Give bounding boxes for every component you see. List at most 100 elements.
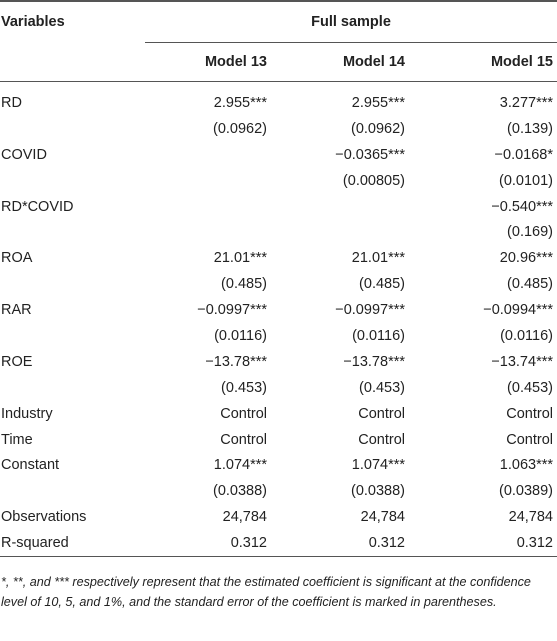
variable-label: Observations	[1, 509, 87, 526]
variable-label: ROE	[1, 353, 33, 370]
model-15-header: Model 15	[409, 42, 557, 82]
table-footnote: *, **, and *** respectively represent th…	[1, 575, 531, 609]
variable-label	[0, 116, 145, 142]
full-sample-header: Full sample	[145, 0, 557, 43]
model-13-value: −0.0997***	[197, 302, 267, 319]
variable-label: RD	[1, 94, 22, 111]
variable-label: RD*COVID	[1, 198, 74, 215]
model-13-value: −13.78***	[205, 353, 267, 370]
model-14-value: (0.00805)	[342, 172, 405, 189]
model-13-value: Control	[220, 405, 267, 422]
model-14-header: Model 14	[271, 42, 409, 82]
model-13-value: Control	[220, 431, 267, 448]
model-13-value: 21.01***	[213, 250, 267, 267]
table-row: R-squared 0.312 0.312 0.312	[0, 530, 557, 558]
model-14-value: (0.0962)	[350, 120, 405, 137]
table-body: RD 2.955*** 2.955*** 3.277*** (0.0962) (0.096…	[0, 82, 557, 558]
model-14-value: (0.0116)	[352, 327, 405, 344]
table-row: ROA 21.01*** 21.01*** 20.96***	[0, 245, 557, 271]
model-13-value: (0.0388)	[212, 483, 267, 500]
model-15-value: 0.312	[409, 530, 557, 558]
model-14-value	[271, 194, 409, 220]
table-row: Industry Control Control Control	[0, 401, 557, 427]
model-15-value: (0.0101)	[498, 172, 553, 189]
model-14-value: 0.312	[271, 530, 409, 558]
variable-label: Industry	[1, 405, 53, 422]
model-13-value: (0.485)	[221, 276, 267, 293]
model-14-value: −13.78***	[343, 353, 405, 370]
model-14-value: −0.0997***	[335, 302, 405, 319]
model-13-value: 0.312	[145, 530, 271, 558]
model-15-value: (0.0116)	[500, 327, 553, 344]
model-13-value: 2.955***	[213, 94, 267, 111]
model-15-value: 20.96***	[499, 250, 553, 267]
table-row: (0.453) (0.453) (0.453)	[0, 375, 557, 401]
variable-label: Constant	[1, 457, 60, 474]
model-15-value: −13.74***	[491, 353, 553, 370]
model-14-value: 21.01***	[351, 250, 405, 267]
model-15-value: (0.169)	[507, 224, 553, 241]
model-15-value: −0.540***	[491, 198, 553, 215]
model-15-value: (0.139)	[507, 120, 553, 137]
table-row: (0.00805) (0.0101)	[0, 168, 557, 194]
model-15-value: −0.0994***	[483, 302, 553, 319]
model-14-value: Control	[358, 431, 405, 448]
variable-label: Time	[1, 431, 33, 448]
variable-label	[0, 375, 145, 401]
table-row: (0.169)	[0, 219, 557, 245]
model-13-value	[145, 142, 271, 168]
header-row-group: Variables Full sample	[0, 0, 557, 43]
regression-table: Variables Full sample Model 13 Model 14 …	[0, 0, 557, 558]
header-row-models: Model 13 Model 14 Model 15	[0, 42, 557, 82]
model-15-value: (0.485)	[507, 276, 553, 293]
model-15-value: 24,784	[508, 509, 553, 526]
model-14-value: −0.0365***	[335, 146, 405, 163]
table-row: RD 2.955*** 2.955*** 3.277***	[0, 82, 557, 116]
model-13-value: 24,784	[222, 509, 267, 526]
model-14-value: 1.074***	[351, 457, 405, 474]
model-13-value	[145, 194, 271, 220]
model-13-value	[145, 168, 271, 194]
model-14-value: 24,784	[360, 509, 405, 526]
variable-label	[0, 478, 145, 504]
variable-label	[0, 219, 145, 245]
model-14-value: 2.955***	[351, 94, 405, 111]
table-row: (0.0962) (0.0962) (0.139)	[0, 116, 557, 142]
model-13-header: Model 13	[145, 42, 271, 82]
model-14-value	[271, 219, 409, 245]
variable-label	[0, 271, 145, 297]
model-15-value: Control	[506, 405, 553, 422]
model-14-value: (0.0388)	[350, 483, 405, 500]
model-15-value: (0.0389)	[498, 483, 553, 500]
model-13-value: (0.453)	[221, 379, 267, 396]
table-row: RAR −0.0997*** −0.0997*** −0.0994***	[0, 297, 557, 323]
model-15-value: (0.453)	[507, 379, 553, 396]
model-15-value: 1.063***	[499, 457, 553, 474]
variable-label	[0, 323, 145, 349]
table-row: (0.485) (0.485) (0.485)	[0, 271, 557, 297]
table-row: Time Control Control Control	[0, 427, 557, 453]
model-14-value: (0.453)	[359, 379, 405, 396]
model-15-value: Control	[506, 431, 553, 448]
model-14-value: Control	[358, 405, 405, 422]
table-row: RD*COVID −0.540***	[0, 194, 557, 220]
model-13-value	[145, 219, 271, 245]
model-14-value: (0.485)	[359, 276, 405, 293]
table-row: (0.0116) (0.0116) (0.0116)	[0, 323, 557, 349]
variables-header: Variables	[0, 0, 145, 43]
table-row: COVID −0.0365*** −0.0168*	[0, 142, 557, 168]
table-row: (0.0388) (0.0388) (0.0389)	[0, 478, 557, 504]
model-15-value: 3.277***	[499, 94, 553, 111]
variable-label: RAR	[1, 302, 32, 319]
table-row: ROE −13.78*** −13.78*** −13.74***	[0, 349, 557, 375]
empty-header-cell	[0, 42, 145, 82]
model-15-value: −0.0168*	[494, 146, 553, 163]
variable-label: R-squared	[0, 530, 145, 558]
variable-label: ROA	[1, 250, 33, 267]
variable-label: COVID	[1, 146, 47, 163]
model-13-value: (0.0962)	[212, 120, 267, 137]
model-13-value: (0.0116)	[214, 327, 267, 344]
table-row: Constant 1.074*** 1.074*** 1.063***	[0, 452, 557, 478]
model-13-value: 1.074***	[213, 457, 267, 474]
